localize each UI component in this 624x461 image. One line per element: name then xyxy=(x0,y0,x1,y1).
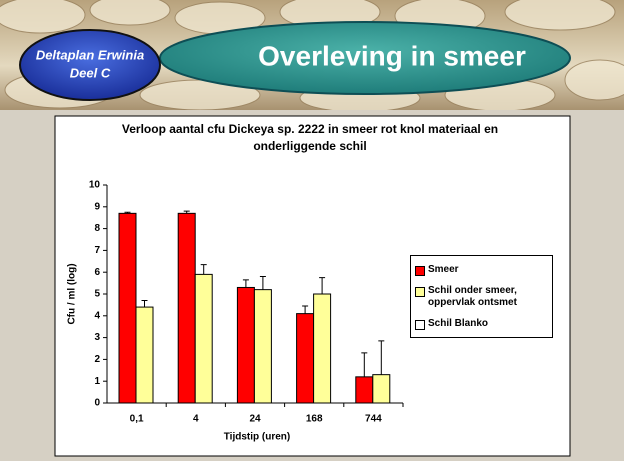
y-tick-label: 3 xyxy=(94,332,100,343)
legend-swatch xyxy=(415,287,425,297)
y-tick-label: 7 xyxy=(94,245,100,256)
y-tick-label: 5 xyxy=(94,289,100,300)
x-tick-label: 0,1 xyxy=(130,414,144,425)
bar xyxy=(314,294,331,403)
chart-title: Verloop aantal cfu Dickeya sp. 2222 in s… xyxy=(110,121,510,155)
slide-title: Overleving in smeer xyxy=(258,40,526,71)
bar xyxy=(297,314,314,403)
bar xyxy=(356,377,373,403)
y-tick-label: 8 xyxy=(94,223,100,234)
y-tick-label: 6 xyxy=(94,267,100,278)
legend: Smeer Schil onder smeer, oppervlak ontsme… xyxy=(410,255,553,338)
y-axis-label: Cfu / ml (log) xyxy=(67,263,78,324)
legend-label: Schil Blanko xyxy=(428,318,488,330)
legend-swatch xyxy=(415,320,425,330)
legend-label: Schil onder smeer, oppervlak ontsmet xyxy=(428,285,548,309)
slide-graphics: Overleving in smeer Deltaplan Erwinia De… xyxy=(0,0,624,461)
x-tick-label: 168 xyxy=(306,414,323,425)
bar xyxy=(136,307,153,403)
bar xyxy=(254,290,271,403)
y-tick-label: 2 xyxy=(94,354,100,365)
y-tick-label: 1 xyxy=(94,376,100,387)
legend-item: Smeer xyxy=(415,264,548,276)
bar xyxy=(195,274,212,403)
badge-line: Deel C xyxy=(70,65,111,80)
badge-line: Deltaplan Erwinia xyxy=(36,47,144,62)
slide: Overleving in smeer Deltaplan Erwinia De… xyxy=(0,0,624,461)
bar xyxy=(373,375,390,403)
legend-label: Smeer xyxy=(428,264,459,276)
y-tick-label: 0 xyxy=(94,398,100,409)
bar xyxy=(119,213,136,403)
legend-item: Schil onder smeer, oppervlak ontsmet xyxy=(415,285,548,309)
bar xyxy=(237,287,254,403)
x-tick-label: 4 xyxy=(193,414,199,425)
legend-item: Schil Blanko xyxy=(415,318,548,330)
bar xyxy=(178,213,195,403)
x-tick-label: 24 xyxy=(249,414,261,425)
legend-swatch xyxy=(415,266,425,276)
y-tick-label: 10 xyxy=(89,180,101,191)
y-tick-label: 9 xyxy=(94,201,100,212)
y-tick-label: 4 xyxy=(94,310,100,321)
x-axis-label: Tijdstip (uren) xyxy=(224,432,290,443)
x-tick-label: 744 xyxy=(365,414,382,425)
